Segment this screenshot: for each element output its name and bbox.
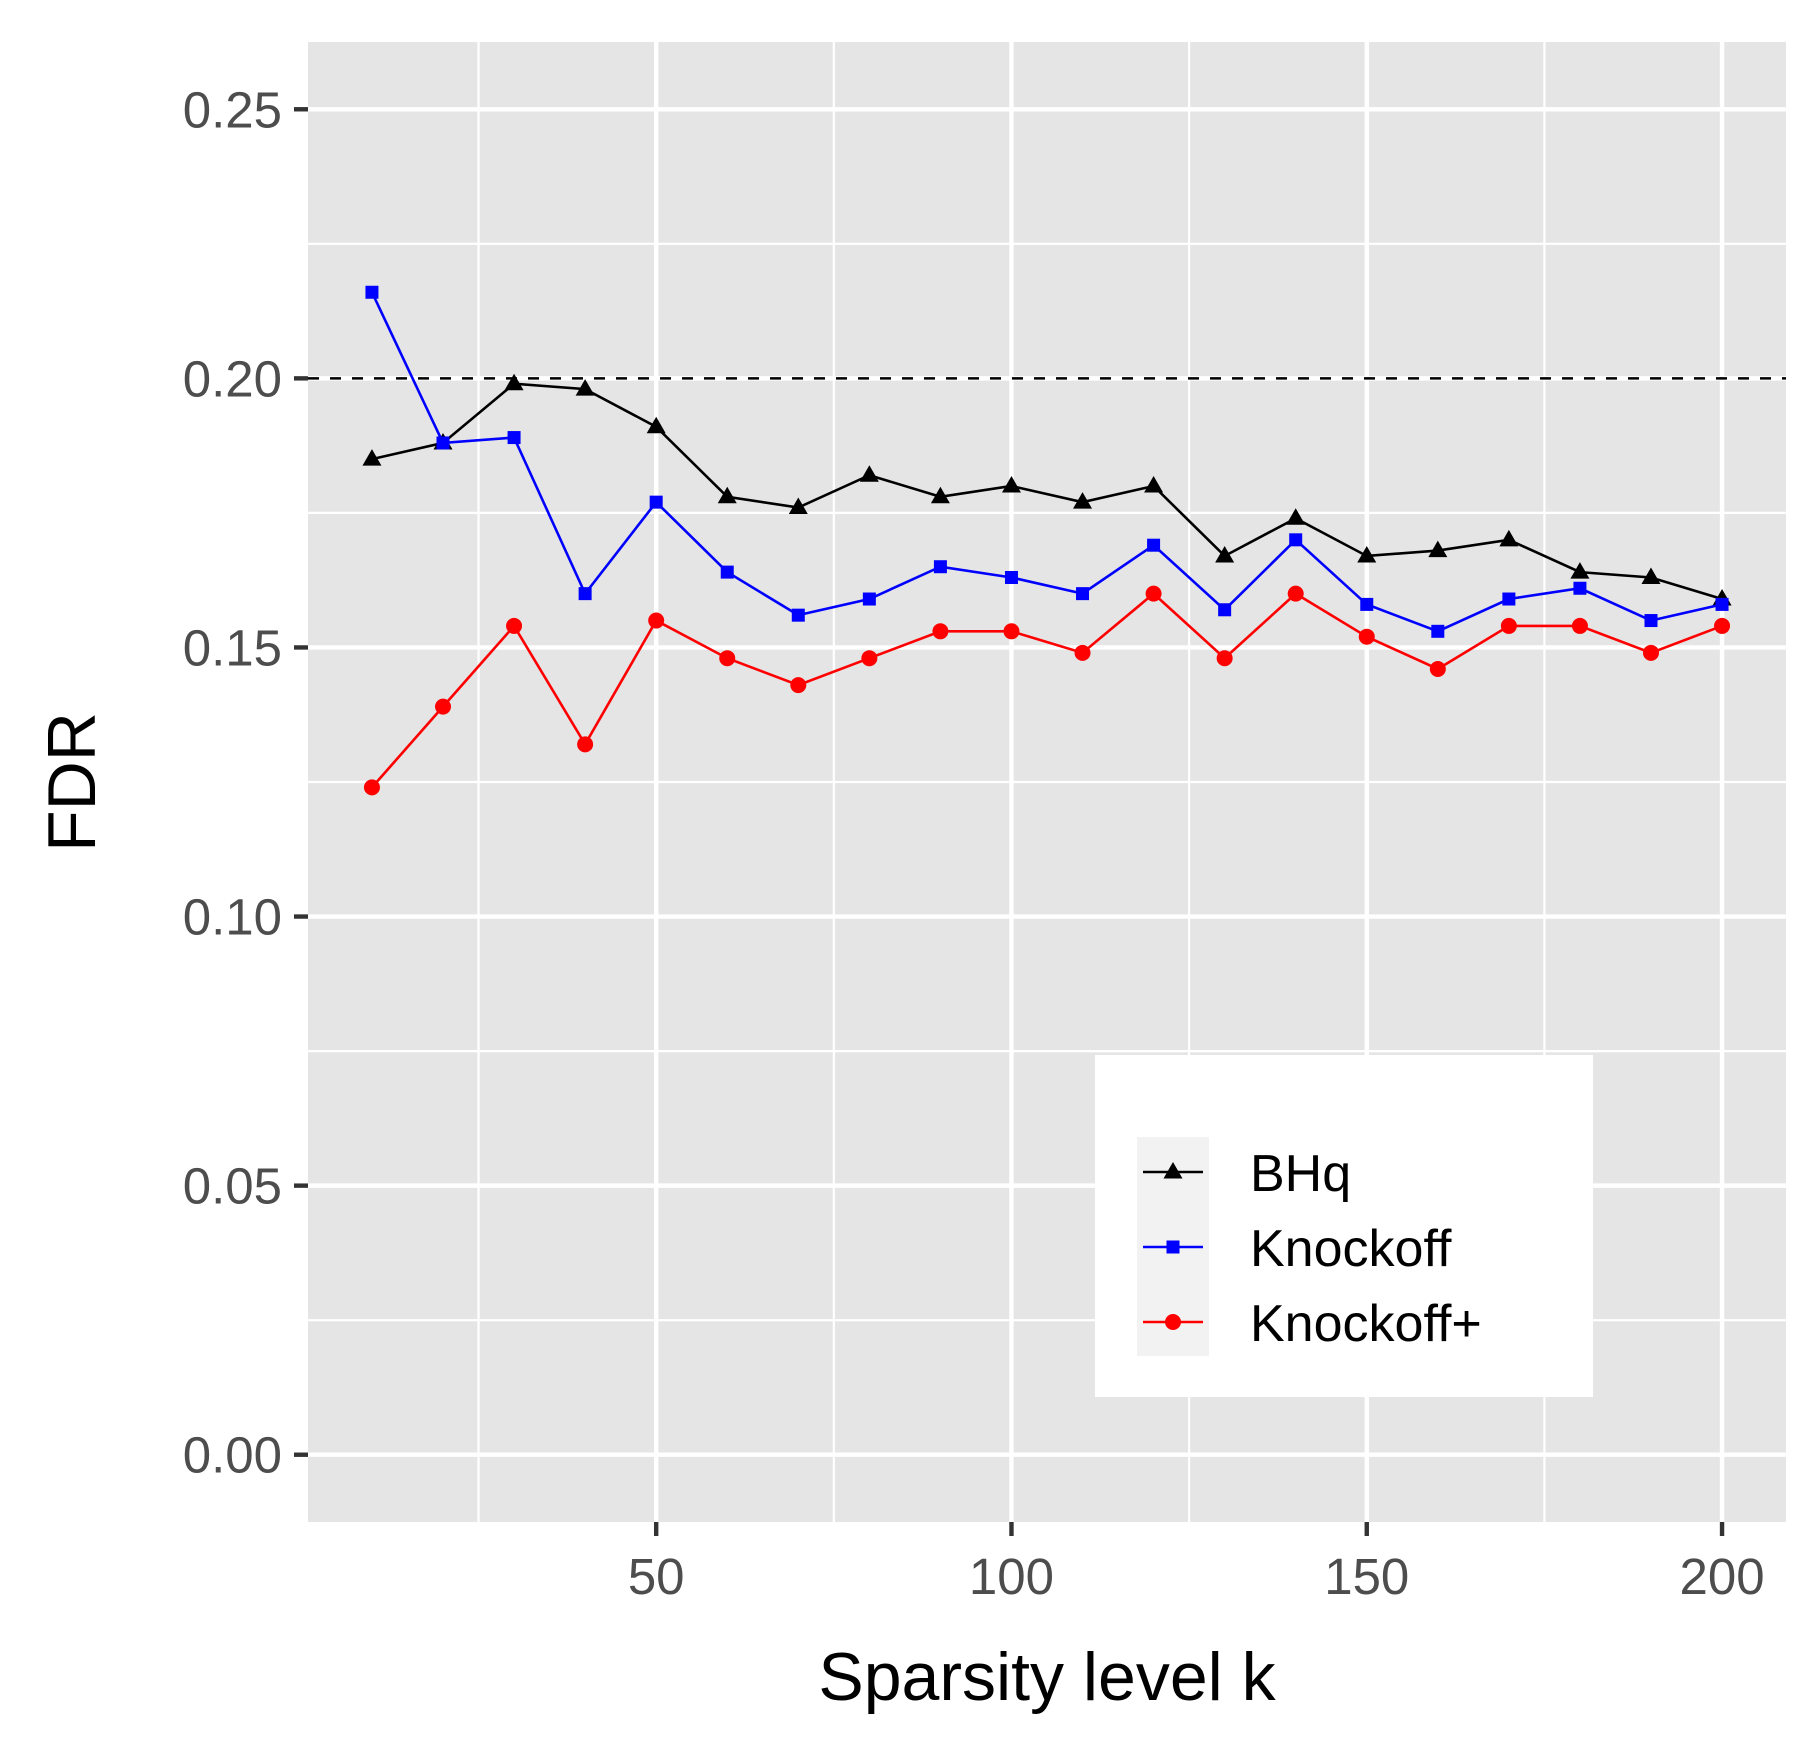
- legend: BHq Knockoff Knockoff+: [1095, 1055, 1593, 1397]
- legend-label-bhq: BHq: [1250, 1145, 1351, 1203]
- data-point-knockoff: [791, 608, 805, 622]
- data-point-knockoff: [1715, 597, 1729, 611]
- data-point-bhq: [1357, 545, 1377, 563]
- data-point-knockoff-plus: [1571, 617, 1588, 634]
- y-tick-label: 0.05: [183, 1158, 282, 1215]
- data-point-knockoff: [436, 436, 450, 450]
- data-point-bhq: [1144, 476, 1164, 493]
- data-point-bhq: [1499, 529, 1519, 547]
- data-point-bhq: [1428, 540, 1448, 558]
- data-point-knockoff: [862, 592, 876, 606]
- series-knockoff: [365, 285, 1729, 638]
- data-point-knockoff: [933, 560, 947, 574]
- data-point-knockoff-plus: [435, 698, 452, 715]
- data-point-bhq: [930, 486, 950, 504]
- data-point-knockoff-plus: [1358, 628, 1375, 645]
- data-point-knockoff-plus: [648, 612, 665, 629]
- data-point-knockoff-plus: [1287, 585, 1304, 602]
- legend-label-knockoff: Knockoff: [1250, 1220, 1452, 1278]
- y-axis: 0.00 0.05 0.10 0.15 0.20 0.25: [183, 81, 308, 1484]
- series-knockoff-plus: [363, 585, 1731, 796]
- data-point-knockoff: [507, 431, 521, 445]
- data-point-knockoff: [1147, 538, 1161, 552]
- data-point-knockoff: [1004, 570, 1018, 584]
- data-point-knockoff-plus: [1216, 650, 1233, 667]
- data-point-knockoff-plus: [1429, 660, 1446, 677]
- data-point-knockoff: [649, 495, 663, 509]
- data-point-knockoff: [1218, 603, 1232, 617]
- legend-marker-bhq: [1163, 1162, 1183, 1179]
- data-point-bhq: [717, 486, 737, 504]
- legend-marker-knockoff-plus: [1165, 1314, 1181, 1330]
- data-point-knockoff-plus: [790, 677, 807, 694]
- data-point-knockoff: [1573, 581, 1587, 595]
- data-point-knockoff: [1076, 587, 1090, 601]
- data-point-knockoff-plus: [1642, 644, 1659, 661]
- data-point-bhq: [1215, 545, 1235, 563]
- data-point-knockoff-plus: [363, 779, 380, 796]
- data-point-knockoff-plus: [719, 650, 736, 667]
- x-tick-label: 150: [1324, 1548, 1409, 1605]
- data-point-bhq: [646, 416, 666, 434]
- series-layer: [362, 285, 1732, 796]
- x-tick-label: 200: [1680, 1548, 1765, 1605]
- y-tick-label: 0.25: [183, 81, 282, 138]
- legend-marker-knockoff: [1166, 1240, 1180, 1254]
- data-point-knockoff: [365, 285, 379, 299]
- data-point-knockoff-plus: [506, 617, 523, 634]
- data-point-knockoff-plus: [1500, 617, 1517, 634]
- series-line-knockoff-plus: [370, 591, 1723, 789]
- data-point-knockoff: [1431, 624, 1445, 638]
- data-point-knockoff-plus: [932, 623, 949, 640]
- y-tick-label: 0.10: [183, 889, 282, 946]
- data-point-knockoff-plus: [1145, 585, 1162, 602]
- data-point-bhq: [1570, 562, 1590, 579]
- data-point-knockoff: [1644, 614, 1658, 628]
- series-line-bhq: [371, 382, 1723, 601]
- data-point-bhq: [859, 465, 879, 482]
- y-tick-label: 0.20: [183, 350, 282, 407]
- data-point-bhq: [788, 497, 808, 515]
- data-point-knockoff-plus: [1003, 623, 1020, 640]
- data-point-knockoff: [1360, 597, 1374, 611]
- data-point-knockoff-plus: [1714, 617, 1731, 634]
- x-axis-title: Sparsity level k: [818, 1639, 1276, 1715]
- data-point-knockoff: [1502, 592, 1516, 606]
- data-point-bhq: [1286, 508, 1306, 525]
- data-point-knockoff: [1289, 533, 1303, 547]
- series-line-knockoff: [370, 291, 1723, 633]
- data-point-bhq: [575, 379, 595, 396]
- data-point-bhq: [1073, 492, 1093, 509]
- data-point-knockoff-plus: [577, 736, 594, 753]
- y-tick-label: 0.15: [183, 619, 282, 676]
- data-point-knockoff: [578, 587, 592, 601]
- data-point-knockoff: [720, 565, 734, 579]
- data-point-knockoff-plus: [1074, 644, 1091, 661]
- x-axis: 50 100 150 200: [628, 1522, 1765, 1605]
- y-tick-label: 0.00: [183, 1427, 282, 1484]
- data-point-bhq: [362, 449, 382, 466]
- x-tick-label: 100: [969, 1548, 1054, 1605]
- data-point-bhq: [1641, 567, 1661, 584]
- legend-keys: BHq Knockoff Knockoff+: [1143, 1145, 1482, 1353]
- y-axis-title: FDR: [34, 712, 110, 852]
- data-point-bhq: [504, 373, 524, 391]
- minor-gridlines: [308, 42, 1786, 1522]
- data-point-knockoff-plus: [861, 650, 878, 667]
- legend-label-knockoff-plus: Knockoff+: [1250, 1295, 1482, 1353]
- x-tick-label: 50: [628, 1548, 685, 1605]
- data-point-bhq: [1001, 476, 1021, 493]
